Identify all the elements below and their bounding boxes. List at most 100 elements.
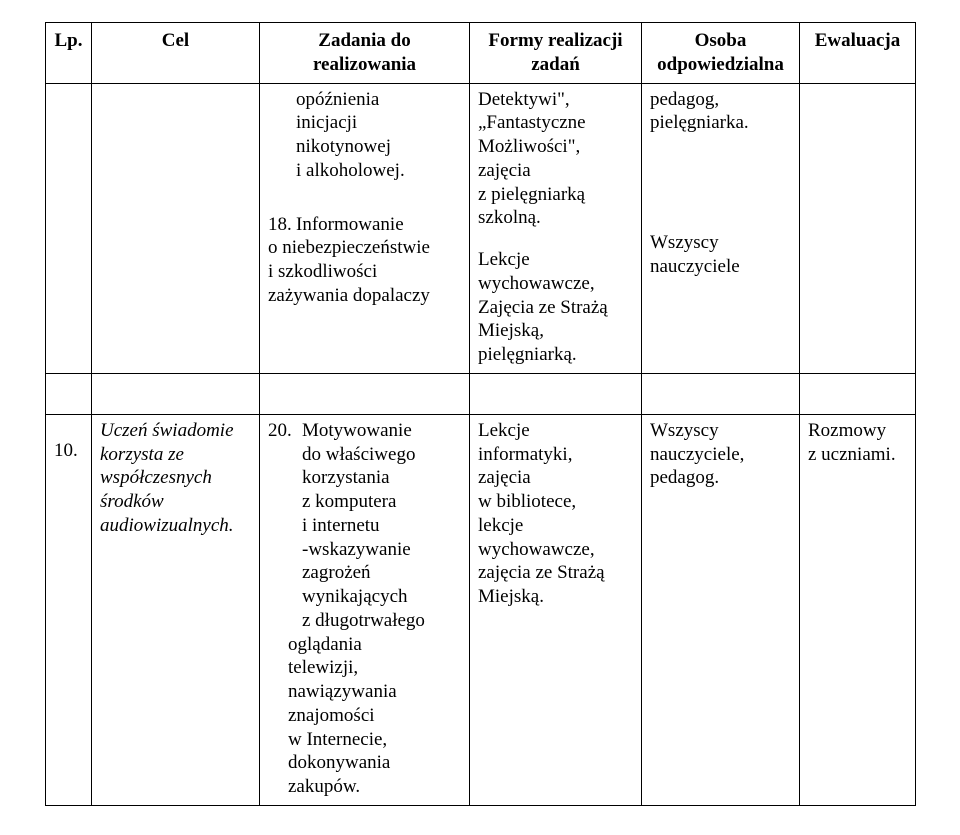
spacer-cell <box>642 373 800 414</box>
text-line: Uczeń świadomie <box>100 420 234 441</box>
th-lp: Lp. <box>46 23 92 84</box>
form-item: Detektywi", „Fantastyczne Możliwości", z… <box>478 88 633 231</box>
text-line: Wszyscy <box>650 232 719 253</box>
th-formy: Formy realizacji zadań <box>470 23 642 84</box>
spacer-cell <box>260 373 470 414</box>
text-line: Zajęcia ze Strażą <box>478 297 608 318</box>
text-line: Rozmowy <box>808 420 886 441</box>
text-line: dokonywania <box>288 752 390 773</box>
text-line: do właściwego <box>302 444 415 465</box>
person-item: pedagog, pielęgniarka. <box>650 88 791 136</box>
text-line: wynikających <box>302 586 408 607</box>
text-line: oglądania <box>288 634 362 655</box>
task-text: Motywowanie do właściwego korzystania z … <box>302 419 461 633</box>
text-line: szkolną. <box>478 207 541 228</box>
text-line: zażywania dopalaczy <box>268 285 430 306</box>
text-line: wychowawcze, <box>478 539 595 560</box>
text-line: z pielęgniarką <box>478 184 585 205</box>
text-line: z długotrwałego <box>302 610 425 631</box>
text-line: z komputera <box>302 491 396 512</box>
text-line: pedagog, <box>650 89 719 110</box>
spacer-cell <box>470 373 642 414</box>
cell-forms: Lekcje informatyki, zajęcia w bibliotece… <box>470 414 642 805</box>
text-line: zajęcia <box>478 467 531 488</box>
task-item: opóźnienia inicjacji nikotynowej i alkoh… <box>268 88 461 183</box>
text-line: korzysta ze <box>100 444 184 465</box>
text-line: Lekcje <box>478 420 530 441</box>
task-item: 18. Informowanie o niebezpieczeństwie i … <box>268 213 461 308</box>
task-item: 20. Motywowanie do właściwego korzystani… <box>268 419 461 633</box>
person-item: Wszyscy nauczyciele <box>650 231 791 279</box>
text-line: informatyki, <box>478 444 572 465</box>
cell-cel <box>92 83 260 373</box>
spacer-cell <box>800 373 916 414</box>
cell-ewaluacja: Rozmowy z uczniami. <box>800 414 916 805</box>
text-line: środków <box>100 491 164 512</box>
cell-lp <box>46 83 92 373</box>
text-line: lekcje <box>478 515 523 536</box>
text-line: i szkodliwości <box>268 261 377 282</box>
cell-person: pedagog, pielęgniarka. Wszyscy nauczycie… <box>642 83 800 373</box>
cell-forms: Detektywi", „Fantastyczne Możliwości", z… <box>470 83 642 373</box>
table-header-row: Lp. Cel Zadania do realizowania Formy re… <box>46 23 916 84</box>
cell-tasks: opóźnienia inicjacji nikotynowej i alkoh… <box>260 83 470 373</box>
cell-lp: 10. <box>46 414 92 805</box>
spacer-cell <box>92 373 260 414</box>
text-line: i internetu <box>302 515 380 536</box>
table-row: opóźnienia inicjacji nikotynowej i alkoh… <box>46 83 916 373</box>
text-line: -wskazywanie <box>302 539 411 560</box>
th-cel: Cel <box>92 23 260 84</box>
cell-cel: Uczeń świadomie korzysta ze współczesnyc… <box>92 414 260 805</box>
text-line: zakupów. <box>288 776 360 797</box>
text-line: Informowanie <box>296 214 404 235</box>
text-line: Detektywi", <box>478 89 570 110</box>
text-line: nauczyciele <box>650 256 740 277</box>
text-line: Możliwości", <box>478 136 580 157</box>
text-line: pedagog. <box>650 467 719 488</box>
text-line: zagrożeń <box>302 562 371 583</box>
page: Lp. Cel Zadania do realizowania Formy re… <box>0 0 960 835</box>
text-line: w bibliotece, <box>478 491 576 512</box>
text-line: korzystania <box>302 467 390 488</box>
text-line: Miejską, <box>478 320 544 341</box>
spacer-cell <box>46 373 92 414</box>
task-text: opóźnienia inicjacji nikotynowej i alkoh… <box>268 88 461 183</box>
text-line: Wszyscy <box>650 420 719 441</box>
text-line: nauczyciele, <box>650 444 744 465</box>
table-row: 10. Uczeń świadomie korzysta ze współcze… <box>46 414 916 805</box>
text-line: o niebezpieczeństwie <box>268 237 430 258</box>
text-line: pielęgniarka. <box>650 112 749 133</box>
lp-number: 10. <box>54 440 78 461</box>
task-text: o niebezpieczeństwie i szkodliwości zaży… <box>268 236 461 307</box>
plan-table: Lp. Cel Zadania do realizowania Formy re… <box>45 22 916 806</box>
text-line: w Internecie, <box>288 729 387 750</box>
th-ewaluacja: Ewaluacja <box>800 23 916 84</box>
task-text: oglądania telewizji, nawiązywania znajom… <box>268 633 461 799</box>
text-line: i alkoholowej. <box>296 160 405 181</box>
text-line: Motywowanie <box>302 420 412 441</box>
cell-ewaluacja <box>800 83 916 373</box>
text-line: z uczniami. <box>808 444 896 465</box>
th-zadania: Zadania do realizowania <box>260 23 470 84</box>
text-line: audiowizualnych. <box>100 515 234 536</box>
cell-tasks: 20. Motywowanie do właściwego korzystani… <box>260 414 470 805</box>
text-line: „Fantastyczne <box>478 112 586 133</box>
text-line: inicjacji <box>296 112 357 133</box>
table-spacer-row <box>46 373 916 414</box>
text-line: wychowawcze, <box>478 273 595 294</box>
text-line: opóźnienia <box>296 89 379 110</box>
text-line: zajęcia <box>478 160 531 181</box>
text-line: pielęgniarką. <box>478 344 577 365</box>
text-line: nikotynowej <box>296 136 391 157</box>
text-line: współczesnych <box>100 467 212 488</box>
text-line: telewizji, <box>288 657 358 678</box>
text-line: znajomości <box>288 705 375 726</box>
task-text: Informowanie <box>296 213 461 237</box>
task-number: 20. <box>268 419 302 633</box>
text-line: Lekcje <box>478 249 530 270</box>
task-number: 18. <box>268 213 296 237</box>
text-line: zajęcia ze Strażą <box>478 562 605 583</box>
text-line: Miejską. <box>478 586 544 607</box>
th-osoba: Osoba odpowiedzialna <box>642 23 800 84</box>
text-line: nawiązywania <box>288 681 397 702</box>
